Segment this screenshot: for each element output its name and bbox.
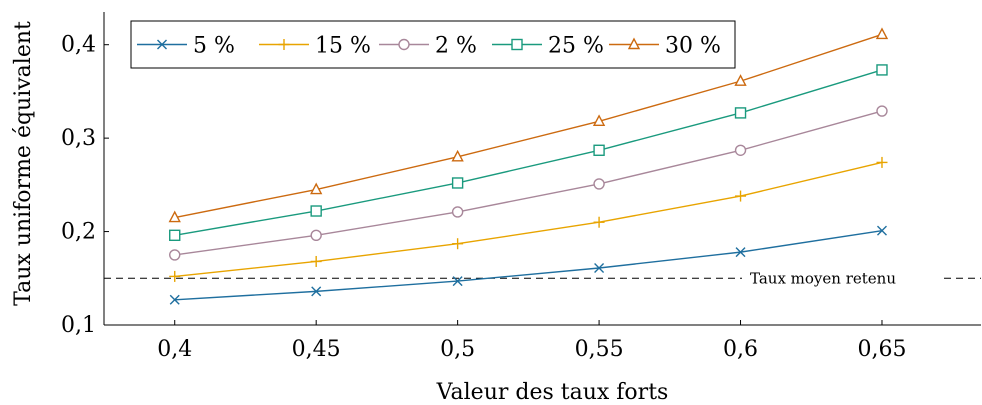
y-tick-label: 0,4 (61, 33, 96, 58)
legend-entry-5: 30 % (609, 34, 721, 59)
legend-swatch-marker (278, 39, 290, 50)
marker-stroke (157, 39, 167, 50)
marker-stroke (594, 263, 605, 274)
data-point (169, 270, 181, 282)
series-line (174, 69, 883, 236)
legend-label: 2 % (435, 34, 477, 59)
data-point (310, 205, 322, 217)
legend-swatch-marker (398, 38, 410, 51)
series-5 (168, 27, 889, 223)
marker-stroke (876, 225, 887, 236)
data-point (168, 210, 181, 223)
marker-stroke (452, 276, 463, 287)
y-tick-label: 0,1 (61, 313, 96, 338)
legend-entry-2: 15 % (259, 34, 371, 59)
data-point (734, 144, 747, 156)
marker-stroke (735, 247, 746, 258)
marker-stroke (169, 294, 180, 305)
data-point (451, 177, 464, 189)
series-line (174, 110, 883, 256)
data-point (594, 263, 605, 274)
data-point (593, 178, 605, 190)
data-point (169, 294, 180, 305)
series-1 (169, 225, 887, 305)
data-point (310, 182, 323, 195)
plot-area: Taux moyen retenu (104, 27, 981, 305)
data-point (169, 249, 181, 261)
legend-label: 30 % (665, 34, 721, 59)
marker-stroke (311, 286, 322, 297)
data-point (451, 206, 464, 218)
series-line (174, 229, 883, 301)
reference-line-label: Taux moyen retenu (750, 269, 896, 287)
data-point (451, 149, 464, 162)
data-point (593, 216, 605, 228)
legend-label: 25 % (548, 34, 604, 59)
data-point (593, 144, 605, 156)
data-point (876, 64, 888, 76)
x-axis-title: Valeur des taux forts (436, 380, 669, 405)
x-tick-label: 0,5 (440, 337, 475, 362)
data-point (169, 229, 181, 242)
data-point (452, 276, 463, 287)
series-line (174, 161, 883, 278)
x-tick-label: 0,55 (575, 337, 624, 362)
legend-label: 5 % (193, 34, 235, 59)
x-tick-label: 0,45 (292, 337, 341, 362)
data-point (734, 107, 747, 119)
data-point (876, 105, 888, 117)
data-point (875, 27, 889, 40)
data-point (735, 190, 747, 202)
y-axis-title: Taux uniforme équivalent (11, 21, 36, 306)
series-3 (169, 105, 888, 261)
y-tick-label: 0,3 (61, 126, 96, 151)
data-point (452, 238, 464, 250)
y-tick-label: 0,2 (61, 220, 96, 245)
legend-swatch-marker (627, 37, 641, 50)
legend-entry-4: 25 % (492, 34, 604, 59)
x-tick-label: 0,6 (723, 337, 758, 362)
data-point (876, 225, 887, 236)
x-tick-label: 0,65 (857, 337, 906, 362)
legend-swatch-marker (157, 39, 167, 50)
data-point (592, 114, 606, 127)
data-point (310, 255, 322, 267)
data-point (876, 156, 888, 168)
legend-entry-1: 5 % (137, 34, 235, 59)
axes: 0,4 0,45 0,5 0,55 0,6 0,65 0,1 0,2 0,3 0,4 (61, 12, 981, 362)
series-line (174, 33, 883, 219)
data-point (310, 229, 322, 242)
data-point (734, 74, 747, 86)
series-2 (169, 156, 888, 282)
data-point (311, 286, 322, 297)
legend: 5 % 15 % 2 % 25 % 30 % (130, 20, 736, 69)
legend-entry-3: 2 % (379, 34, 477, 59)
series-4 (169, 64, 888, 242)
legend-swatch-marker (511, 38, 523, 51)
legend-label: 15 % (315, 34, 371, 59)
data-point (735, 247, 746, 258)
x-tick-label: 0,4 (157, 337, 192, 362)
